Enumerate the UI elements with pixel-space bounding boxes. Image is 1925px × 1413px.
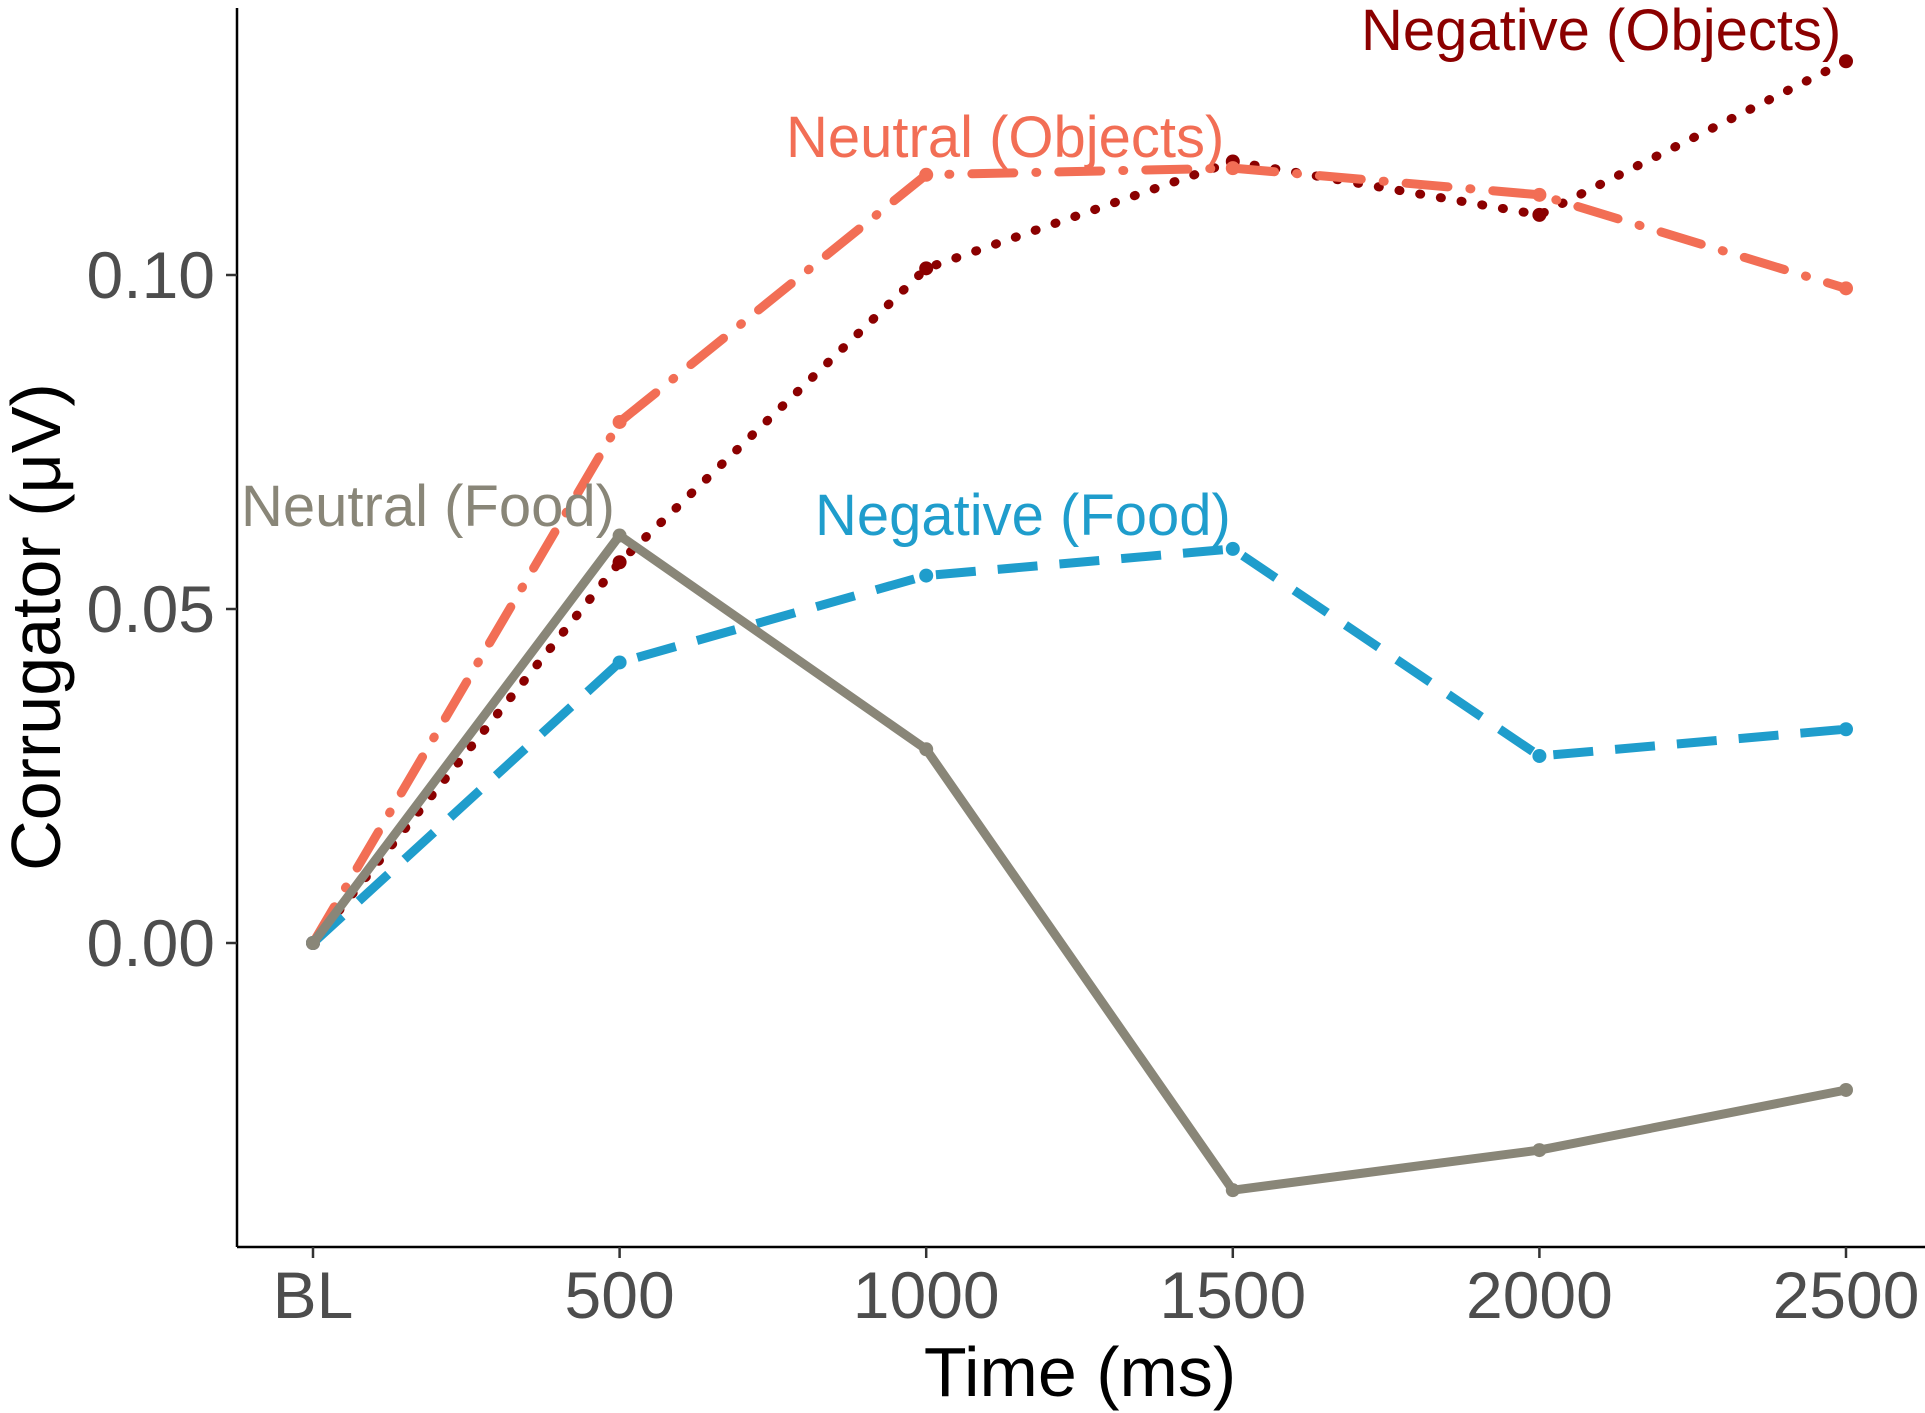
data-point xyxy=(1839,281,1853,296)
data-point xyxy=(1225,541,1240,556)
data-point xyxy=(1532,1143,1547,1158)
series-negative-food xyxy=(306,541,1853,950)
y-ticks: 0.00 0.05 0.10 xyxy=(87,238,237,980)
series-labels: Negative (Objects) Neutral (Objects) Negat… xyxy=(241,0,1841,548)
series-label-negative-food: Negative (Food) xyxy=(815,483,1231,548)
data-point xyxy=(612,528,627,543)
data-point xyxy=(306,936,320,950)
x-tick-label: 500 xyxy=(565,1258,675,1332)
series-line xyxy=(308,163,1851,948)
data-point xyxy=(1225,1183,1240,1198)
x-tick-label: BL xyxy=(273,1258,354,1332)
series-label-neutral-objects: Neutral (Objects) xyxy=(786,105,1224,170)
data-point xyxy=(1225,161,1240,176)
data-point xyxy=(1839,1082,1853,1097)
y-tick-label: 0.05 xyxy=(87,572,215,646)
y-axis-title: Corrugator (μV) xyxy=(0,383,75,871)
data-point xyxy=(919,167,934,182)
data-point xyxy=(919,568,934,583)
data-point xyxy=(1532,207,1547,222)
y-tick-label: 0.00 xyxy=(87,906,215,980)
data-point xyxy=(919,261,934,276)
x-axis-title: Time (ms) xyxy=(924,1333,1236,1411)
x-ticks: BL 500 1000 1500 2000 2500 xyxy=(273,1247,1920,1332)
data-point xyxy=(1532,187,1547,202)
x-tick-label: 2000 xyxy=(1466,1258,1613,1332)
data-point xyxy=(612,414,627,429)
series-label-neutral-food: Neutral (Food) xyxy=(241,474,615,539)
y-tick-label: 0.10 xyxy=(87,238,215,312)
series-line xyxy=(309,531,1847,1195)
series-neutral-objects xyxy=(306,161,1853,950)
series-neutral-food xyxy=(306,528,1853,1198)
series-label-negative-objects: Negative (Objects) xyxy=(1361,0,1841,63)
x-tick-label: 1500 xyxy=(1159,1258,1306,1332)
series-lines xyxy=(306,54,1853,1198)
axes xyxy=(235,8,1925,1249)
data-point xyxy=(1839,54,1853,69)
x-tick-label: 2500 xyxy=(1773,1258,1920,1332)
series-line xyxy=(309,544,1847,947)
data-point xyxy=(919,742,934,757)
data-point xyxy=(612,555,627,570)
data-point xyxy=(1839,722,1853,737)
data-point xyxy=(612,655,627,670)
data-point xyxy=(1532,748,1547,763)
series-line xyxy=(308,56,1851,948)
x-tick-label: 1000 xyxy=(853,1258,1000,1332)
